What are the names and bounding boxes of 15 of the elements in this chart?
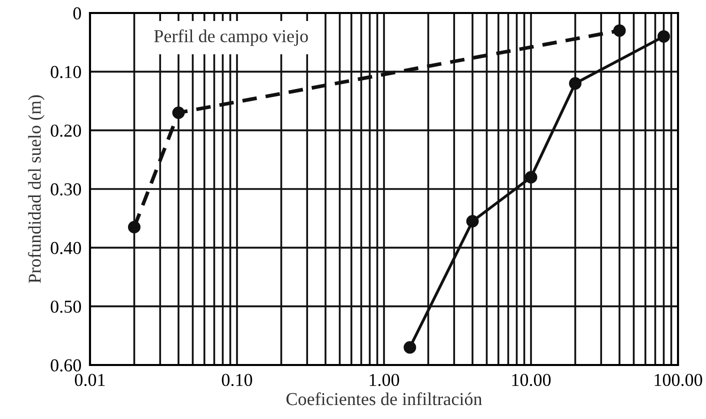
- annotation: Perfil de campo viejo: [154, 29, 308, 46]
- y-tick-label: 0.60: [50, 359, 81, 372]
- x-tick-label: 10.00: [512, 374, 551, 386]
- x-tick-label: 1.00: [370, 374, 400, 386]
- x-tick-label: 0.10: [222, 374, 252, 386]
- y-tick-label: 0.20: [50, 124, 81, 137]
- x-axis-title: Coeficientes de infiltración: [286, 392, 482, 406]
- x-tick-label: 0.01: [74, 374, 105, 386]
- y-axis-title: Profundidad del suelo (m): [28, 95, 45, 284]
- x-tick-label: 100.00: [654, 374, 702, 386]
- y-tick-label: 0.50: [50, 300, 81, 313]
- y-tick-label: 0.10: [50, 66, 81, 78]
- y-tick-label: 0: [73, 7, 81, 20]
- y-tick-label: 0.40: [50, 242, 81, 254]
- y-tick-label: 0.30: [50, 183, 81, 196]
